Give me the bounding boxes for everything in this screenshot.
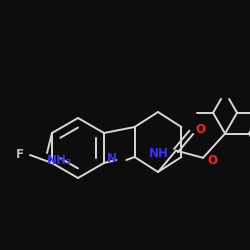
Text: O: O (207, 154, 217, 167)
Text: N: N (107, 152, 117, 164)
Text: NH₂: NH₂ (46, 154, 72, 168)
Text: O: O (195, 123, 205, 136)
Text: NH: NH (149, 147, 169, 160)
Text: F: F (16, 148, 24, 162)
